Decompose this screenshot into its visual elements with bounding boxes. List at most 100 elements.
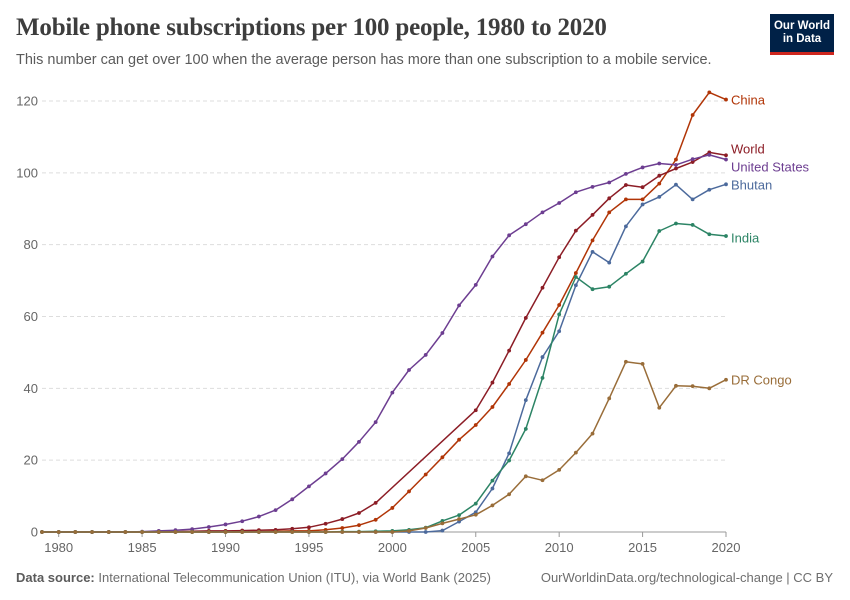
data-point-dr-congo[interactable] (373, 530, 378, 534)
data-point-bhutan[interactable] (690, 197, 695, 202)
data-point-united-states[interactable] (423, 353, 428, 357)
data-point-dr-congo[interactable] (423, 526, 428, 530)
data-point-dr-congo[interactable] (156, 530, 161, 534)
data-point-united-states[interactable] (473, 282, 478, 287)
series-bhutan[interactable] (40, 182, 728, 534)
data-point-china[interactable] (357, 523, 361, 528)
data-point-dr-congo[interactable] (307, 530, 311, 534)
data-point-india[interactable] (457, 513, 461, 518)
data-point-united-states[interactable] (457, 303, 461, 308)
data-point-dr-congo[interactable] (707, 386, 712, 391)
data-point-dr-congo[interactable] (340, 530, 345, 534)
data-point-india[interactable] (490, 478, 495, 483)
series-india[interactable] (40, 221, 728, 534)
data-point-world[interactable] (340, 517, 345, 521)
data-point-world[interactable] (307, 525, 311, 530)
data-point-united-states[interactable] (223, 522, 228, 527)
data-point-dr-congo[interactable] (256, 530, 261, 534)
data-point-world[interactable] (290, 526, 295, 531)
series-world[interactable] (40, 150, 728, 534)
data-point-india[interactable] (540, 376, 545, 380)
data-point-dr-congo[interactable] (724, 377, 728, 382)
series-line-dr-congo[interactable] (42, 361, 727, 533)
data-point-united-states[interactable] (674, 163, 678, 167)
series-united-states[interactable] (40, 152, 728, 534)
data-point-india[interactable] (507, 458, 512, 463)
data-point-world[interactable] (590, 212, 595, 217)
data-point-world[interactable] (507, 348, 512, 353)
data-point-india[interactable] (674, 221, 678, 226)
data-point-dr-congo[interactable] (473, 512, 478, 517)
series-dr-congo[interactable] (40, 359, 728, 534)
data-point-bhutan[interactable] (707, 187, 712, 192)
data-point-world[interactable] (540, 285, 545, 290)
owid-link[interactable]: OurWorldinData.org/technological-change … (540, 570, 833, 585)
series-line-china[interactable] (42, 91, 727, 533)
data-point-dr-congo[interactable] (457, 517, 461, 521)
data-point-china[interactable] (573, 271, 578, 275)
data-point-united-states[interactable] (540, 210, 545, 215)
data-point-dr-congo[interactable] (674, 383, 678, 388)
data-point-india[interactable] (523, 427, 528, 431)
data-point-china[interactable] (624, 197, 628, 202)
data-point-china[interactable] (490, 405, 495, 409)
data-point-dr-congo[interactable] (73, 530, 78, 534)
data-point-united-states[interactable] (407, 368, 411, 372)
data-point-india[interactable] (707, 232, 712, 237)
data-point-bhutan[interactable] (657, 194, 662, 199)
data-point-dr-congo[interactable] (357, 530, 361, 534)
data-point-world[interactable] (724, 153, 728, 158)
data-point-world[interactable] (674, 166, 678, 171)
data-point-china[interactable] (457, 437, 461, 442)
data-point-bhutan[interactable] (590, 249, 595, 254)
data-point-bhutan[interactable] (640, 202, 645, 207)
data-point-china[interactable] (540, 330, 545, 335)
data-point-united-states[interactable] (724, 157, 728, 162)
data-point-china[interactable] (390, 506, 395, 510)
data-point-india[interactable] (657, 229, 662, 233)
data-point-bhutan[interactable] (423, 530, 428, 534)
data-point-dr-congo[interactable] (507, 492, 512, 497)
data-point-united-states[interactable] (640, 165, 645, 170)
data-point-india[interactable] (690, 223, 695, 227)
data-point-china[interactable] (423, 472, 428, 477)
data-point-united-states[interactable] (256, 514, 261, 519)
data-point-dr-congo[interactable] (523, 474, 528, 479)
data-point-dr-congo[interactable] (206, 530, 211, 534)
data-point-bhutan[interactable] (507, 451, 512, 456)
data-point-china[interactable] (590, 238, 595, 243)
data-point-united-states[interactable] (190, 527, 195, 532)
data-point-world[interactable] (523, 316, 528, 320)
data-point-world[interactable] (607, 196, 612, 201)
data-point-china[interactable] (440, 455, 445, 460)
data-point-china[interactable] (674, 157, 678, 162)
data-point-bhutan[interactable] (440, 528, 445, 533)
data-point-dr-congo[interactable] (657, 405, 662, 410)
data-point-dr-congo[interactable] (323, 530, 328, 534)
data-point-bhutan[interactable] (624, 224, 628, 229)
our-world-in-data-logo[interactable]: Our World in Data (770, 14, 834, 55)
data-point-dr-congo[interactable] (640, 362, 645, 366)
data-point-united-states[interactable] (390, 390, 395, 395)
data-point-bhutan[interactable] (540, 355, 545, 359)
data-point-dr-congo[interactable] (490, 503, 495, 508)
data-point-india[interactable] (590, 287, 595, 292)
data-point-dr-congo[interactable] (40, 530, 44, 534)
data-point-china[interactable] (473, 423, 478, 427)
data-point-dr-congo[interactable] (607, 396, 612, 401)
data-point-dr-congo[interactable] (273, 530, 278, 534)
data-point-india[interactable] (607, 284, 612, 289)
data-point-world[interactable] (640, 185, 645, 190)
data-point-bhutan[interactable] (724, 182, 728, 187)
series-line-united-states[interactable] (42, 154, 727, 533)
data-point-world[interactable] (690, 160, 695, 164)
data-point-dr-congo[interactable] (557, 467, 562, 472)
data-point-united-states[interactable] (557, 201, 562, 205)
data-point-dr-congo[interactable] (590, 431, 595, 436)
data-point-china[interactable] (340, 526, 345, 530)
data-point-dr-congo[interactable] (624, 359, 628, 364)
data-point-united-states[interactable] (273, 508, 278, 512)
data-point-world[interactable] (473, 408, 478, 413)
data-point-united-states[interactable] (290, 497, 295, 502)
data-point-world[interactable] (373, 501, 378, 505)
